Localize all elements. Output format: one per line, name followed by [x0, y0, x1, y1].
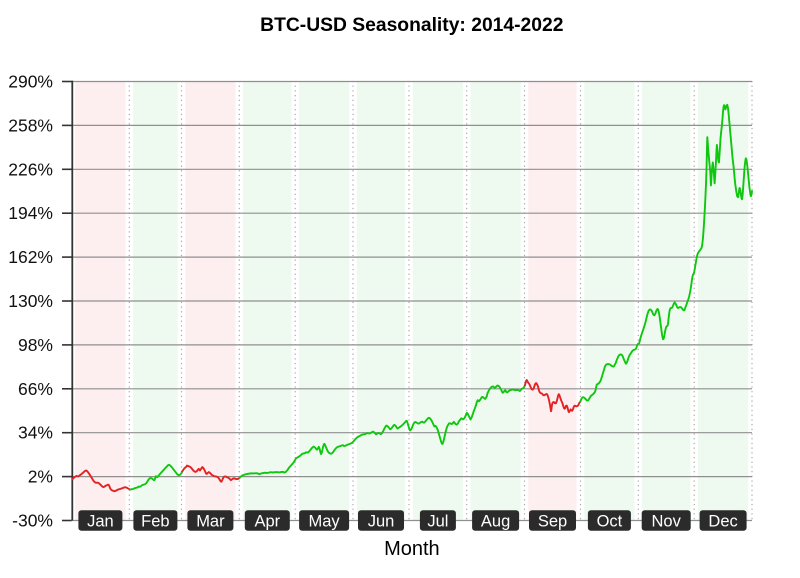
- svg-text:Aug: Aug: [481, 512, 510, 530]
- svg-text:-30%: -30%: [12, 511, 53, 531]
- svg-text:May: May: [309, 512, 341, 530]
- svg-text:Month: Month: [384, 538, 440, 560]
- svg-text:290%: 290%: [8, 72, 53, 92]
- svg-text:BTC-USD Seasonality: 2014-2022: BTC-USD Seasonality: 2014-2022: [260, 15, 563, 36]
- svg-text:Apr: Apr: [254, 512, 280, 530]
- svg-text:Jan: Jan: [87, 512, 114, 530]
- svg-text:66%: 66%: [18, 379, 53, 399]
- svg-text:226%: 226%: [8, 159, 53, 179]
- svg-text:194%: 194%: [8, 203, 53, 223]
- svg-text:Sep: Sep: [538, 512, 567, 530]
- svg-text:98%: 98%: [18, 335, 53, 355]
- svg-text:Jul: Jul: [427, 512, 448, 530]
- svg-text:Feb: Feb: [141, 512, 169, 530]
- svg-text:Mar: Mar: [196, 512, 225, 530]
- svg-text:34%: 34%: [18, 423, 53, 443]
- svg-text:Oct: Oct: [597, 512, 623, 530]
- svg-text:2%: 2%: [28, 467, 53, 487]
- svg-text:Dec: Dec: [708, 512, 737, 530]
- svg-text:130%: 130%: [8, 291, 53, 311]
- svg-text:Jun: Jun: [368, 512, 395, 530]
- svg-text:162%: 162%: [8, 247, 53, 267]
- svg-text:258%: 258%: [8, 115, 53, 135]
- svg-text:Nov: Nov: [652, 512, 682, 530]
